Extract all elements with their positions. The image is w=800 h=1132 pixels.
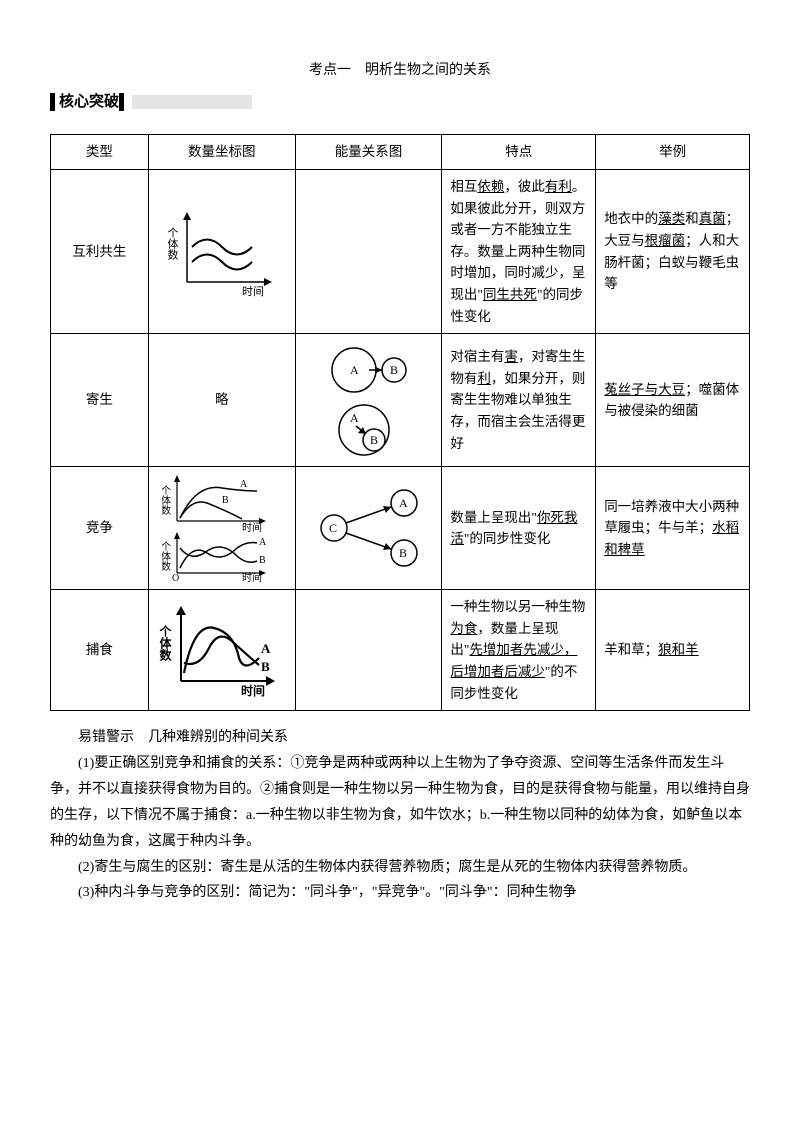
competition-graph-icon: 个体数 时间 A B 个体数 O 时间 A B: [162, 473, 282, 583]
cell-graph: 个体数 时间 A B: [148, 590, 295, 711]
table-row: 捕食 个体数 时间 A B 一种生物以另一种生物为食，数量上呈现出"先增加者先减…: [51, 590, 750, 711]
cell-energy: [295, 590, 442, 711]
cell-type: 寄生: [51, 334, 149, 467]
note-p2: (2)寄生与腐生的区别：寄生是从活的生物体内获得营养物质；腐生是从死的生物体内获…: [50, 855, 750, 881]
notes-section: 易错警示 几种难辨别的种间关系 (1)要正确区别竞争和捕食的关系：①竞争是两种或…: [50, 725, 750, 906]
cell-type: 竞争: [51, 467, 149, 590]
table-header-row: 类型 数量坐标图 能量关系图 特点 举例: [51, 135, 750, 170]
note-p1: (1)要正确区别竞争和捕食的关系：①竞争是两种或两种以上生物为了争夺资源、空间等…: [50, 751, 750, 855]
cell-example: 羊和草；狼和羊: [596, 590, 750, 711]
svg-text:A: A: [240, 479, 248, 490]
svg-text:A: A: [261, 641, 271, 656]
cell-type: 互利共生: [51, 169, 149, 333]
competition-energy-icon: C A B: [309, 483, 429, 573]
table-row: 竞争 个体数 时间 A B 个体数 O 时间: [51, 467, 750, 590]
svg-text:A: A: [350, 411, 359, 425]
svg-text:时间: 时间: [241, 683, 265, 698]
table-row: 互利共生 个体数 时间 相互依赖，彼此有利。如果彼此分开，则双方或者一方不能独立…: [51, 169, 750, 333]
predation-graph-icon: 个体数 时间 A B: [159, 603, 284, 698]
svg-text:A: A: [350, 363, 359, 377]
vertical-bar-icon: [119, 93, 124, 111]
svg-text:个体数: 个体数: [167, 226, 179, 260]
cell-energy: A B A B: [295, 334, 442, 467]
gray-bar: [132, 95, 252, 109]
th-graph: 数量坐标图: [148, 135, 295, 170]
svg-text:C: C: [329, 521, 337, 535]
mutualism-graph-icon: 个体数 时间: [167, 207, 277, 297]
cell-example: 地衣中的藻类和真菌；大豆与根瘤菌；人和大肠杆菌；白蚁与鞭毛虫等: [596, 169, 750, 333]
table-row: 寄生 略 A B A B 对宿主有害，对寄生生物有利，如果分开，则寄生生物难以单…: [51, 334, 750, 467]
svg-text:时间: 时间: [242, 285, 264, 297]
svg-text:A: A: [399, 496, 408, 510]
cell-feature: 一种生物以另一种生物为食，数量上呈现出"先增加者先减少，后增加者后减少"的不同步…: [442, 590, 596, 711]
cell-graph: 个体数 时间: [148, 169, 295, 333]
cell-energy: [295, 169, 442, 333]
cell-feature: 对宿主有害，对寄生生物有利，如果分开，则寄生生物难以单独生存，而宿主会生活得更好: [442, 334, 596, 467]
svg-text:B: B: [399, 546, 407, 560]
th-feature: 特点: [442, 135, 596, 170]
svg-text:时间: 时间: [242, 521, 262, 534]
parasitism-energy-icon: A B A B: [314, 340, 424, 460]
cell-feature: 数量上呈现出"你死我活"的同步性变化: [442, 467, 596, 590]
svg-text:个体数: 个体数: [159, 623, 172, 661]
svg-text:A: A: [259, 537, 267, 548]
note-p3: (3)种内斗争与竞争的区别：简记为："同斗争"，"异竞争"。"同斗争"：同种生物…: [50, 880, 750, 906]
relations-table: 类型 数量坐标图 能量关系图 特点 举例 互利共生 个体数 时间 相互依赖，彼此…: [50, 134, 750, 711]
warning-title: 易错警示 几种难辨别的种间关系: [50, 725, 750, 751]
svg-text:B: B: [261, 659, 270, 674]
svg-text:时间: 时间: [242, 571, 262, 583]
cell-example: 菟丝子与大豆；噬菌体与被侵染的细菌: [596, 334, 750, 467]
cell-graph: 个体数 时间 A B 个体数 O 时间 A B: [148, 467, 295, 590]
svg-text:B: B: [390, 363, 398, 377]
svg-text:O: O: [172, 573, 179, 583]
svg-text:个体数: 个体数: [162, 485, 171, 516]
section-header: 核心突破: [50, 90, 750, 114]
th-type: 类型: [51, 135, 149, 170]
topic-title: 考点一 明析生物之间的关系: [50, 60, 750, 82]
cell-energy: C A B: [295, 467, 442, 590]
th-example: 举例: [596, 135, 750, 170]
th-energy: 能量关系图: [295, 135, 442, 170]
cell-graph: 略: [148, 334, 295, 467]
svg-text:B: B: [259, 555, 266, 566]
vertical-bar-icon: [50, 93, 55, 111]
cell-example: 同一培养液中大小两种草履虫；牛与羊；水稻和稗草: [596, 467, 750, 590]
svg-text:B: B: [222, 495, 229, 506]
section-title: 核心突破: [59, 90, 119, 114]
cell-feature: 相互依赖，彼此有利。如果彼此分开，则双方或者一方不能独立生存。数量上两种生物同时…: [442, 169, 596, 333]
svg-text:个体数: 个体数: [162, 541, 171, 572]
cell-type: 捕食: [51, 590, 149, 711]
svg-text:B: B: [370, 433, 378, 447]
